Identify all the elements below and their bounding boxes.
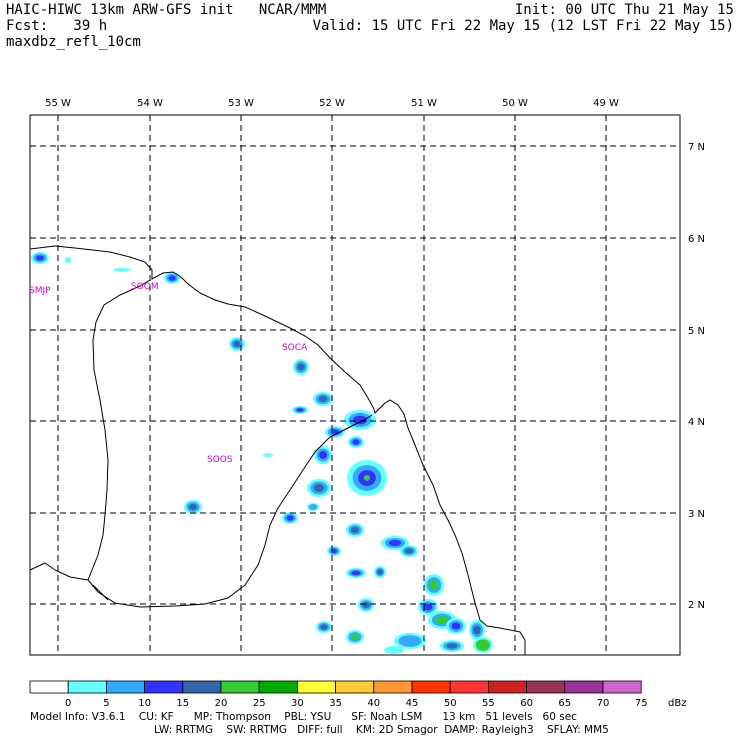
reflectivity-cell (263, 453, 273, 457)
lat-label: 6 N (688, 234, 705, 245)
init-time: Init: 00 UTC Thu 21 May 15 (514, 2, 734, 18)
lat-lon-grid (30, 115, 680, 655)
reflectivity-cell (113, 268, 131, 272)
lon-label: 53 W (228, 98, 254, 109)
reflectivity-cell (320, 624, 328, 630)
reflectivity-cell (475, 639, 491, 651)
colorbar-tick: 35 (329, 698, 342, 709)
model-info-line2: LW: RRTMG SW: RRTMG DIFF: full KM: 2D Sm… (154, 724, 609, 736)
colorbar-tick: 70 (597, 698, 610, 709)
reflectivity-cell (297, 363, 305, 371)
reflectivity-cell (168, 275, 176, 281)
valid-time: Valid: 15 UTC Fri 22 May 15 (12 LST Fri … (312, 18, 734, 34)
lon-label: 54 W (137, 98, 163, 109)
reflectivity-cell (233, 340, 241, 348)
reflectivity-cell (429, 580, 439, 590)
colorbar-swatch (296, 680, 336, 694)
reflectivity-cell (384, 646, 404, 654)
colorbar-tick: 75 (635, 698, 648, 709)
lon-label: 55 W (45, 98, 71, 109)
colorbar-swatch (602, 680, 642, 694)
reflectivity-cell (451, 622, 461, 630)
reflectivity-cell (318, 395, 328, 403)
colorbar-tick: 15 (176, 698, 189, 709)
lat-label: 5 N (688, 326, 705, 337)
reflectivity-cell (362, 601, 370, 609)
run-title: HAIC-HIWC 13km ARW-GFS init NCAR/MMM (6, 2, 327, 18)
colorbar-swatch (373, 680, 413, 694)
lat-label: 3 N (688, 509, 705, 520)
station-soom: SOOM (131, 282, 159, 292)
reflectivity-cell (319, 451, 327, 459)
colorbar: 0 5 10 15 20 25 30 35 40 45 50 55 60 65 70 75 dBz (29, 680, 686, 709)
reflectivity-cell (423, 603, 433, 611)
reflectivity-cell (405, 548, 413, 554)
reflectivity-cell (189, 503, 197, 511)
reflectivity-cell (473, 625, 481, 635)
lon-label: 52 W (319, 98, 345, 109)
field-name: maxdbz_refl_10cm (6, 34, 141, 50)
lat-label: 7 N (688, 142, 705, 153)
colorbar-tick: 50 (444, 698, 457, 709)
colorbar-tick: 5 (103, 698, 109, 709)
colorbar-tick: 10 (138, 698, 151, 709)
lat-label: 4 N (688, 417, 705, 428)
colorbar-tick: 65 (558, 698, 571, 709)
reflectivity-cell (388, 539, 402, 547)
reflectivity-cell (65, 257, 71, 263)
colorbar-swatch (526, 680, 566, 694)
lon-label: 49 W (593, 98, 619, 109)
colorbar-unit: dBz (668, 698, 686, 709)
colorbar-swatch (144, 680, 184, 694)
station-soos: SOOS (207, 455, 233, 465)
station-smjp: SMJP (29, 286, 51, 296)
colorbar-tick: 60 (520, 698, 533, 709)
colorbar-tick: 30 (291, 698, 304, 709)
colorbar-swatch (564, 680, 604, 694)
colorbar-swatch (220, 680, 260, 694)
colorbar-tick: 0 (65, 698, 71, 709)
lon-label: 51 W (411, 98, 437, 109)
coastline (29, 245, 526, 655)
colorbar-swatch (487, 680, 527, 694)
reflectivity-cell (351, 570, 361, 576)
reflectivity-cell (308, 504, 318, 510)
colorbar-tick: 20 (215, 698, 228, 709)
colorbar-tick: 55 (482, 698, 495, 709)
reflectivity-cell (363, 475, 371, 481)
reflectivity-cell (377, 569, 383, 575)
reflectivity-cell (352, 415, 368, 425)
colorbar-tick: 45 (406, 698, 419, 709)
lon-label: 50 W (502, 98, 528, 109)
colorbar-swatch (29, 680, 69, 694)
station-soca: SOCA (282, 343, 308, 353)
map-frame (29, 114, 681, 656)
reflectivity-cell (435, 616, 449, 624)
reflectivity-cell (286, 515, 294, 521)
reflectivity-cell (351, 526, 359, 534)
colorbar-swatch (449, 680, 489, 694)
reflectivity-cell (351, 633, 359, 641)
lat-label: 2 N (688, 600, 705, 611)
model-info-line1: Model Info: V3.6.1 CU: KF MP: Thompson P… (30, 711, 577, 723)
reflectivity-cells (31, 252, 493, 654)
reflectivity-cell (313, 484, 325, 492)
colorbar-swatch (335, 680, 375, 694)
reflectivity-cell (296, 408, 304, 412)
colorbar-swatch (258, 680, 298, 694)
colorbar-tick: 25 (253, 698, 266, 709)
reflectivity-cell (446, 643, 458, 649)
forecast-hour: Fcst: 39 h (6, 18, 108, 34)
colorbar-swatch (67, 680, 107, 694)
reflectivity-cell (398, 635, 422, 647)
reflectivity-cell (352, 439, 360, 445)
colorbar-swatch (106, 680, 146, 694)
reflectivity-cell (36, 255, 44, 261)
colorbar-swatch (411, 680, 451, 694)
colorbar-swatch (182, 680, 222, 694)
colorbar-tick: 40 (367, 698, 380, 709)
